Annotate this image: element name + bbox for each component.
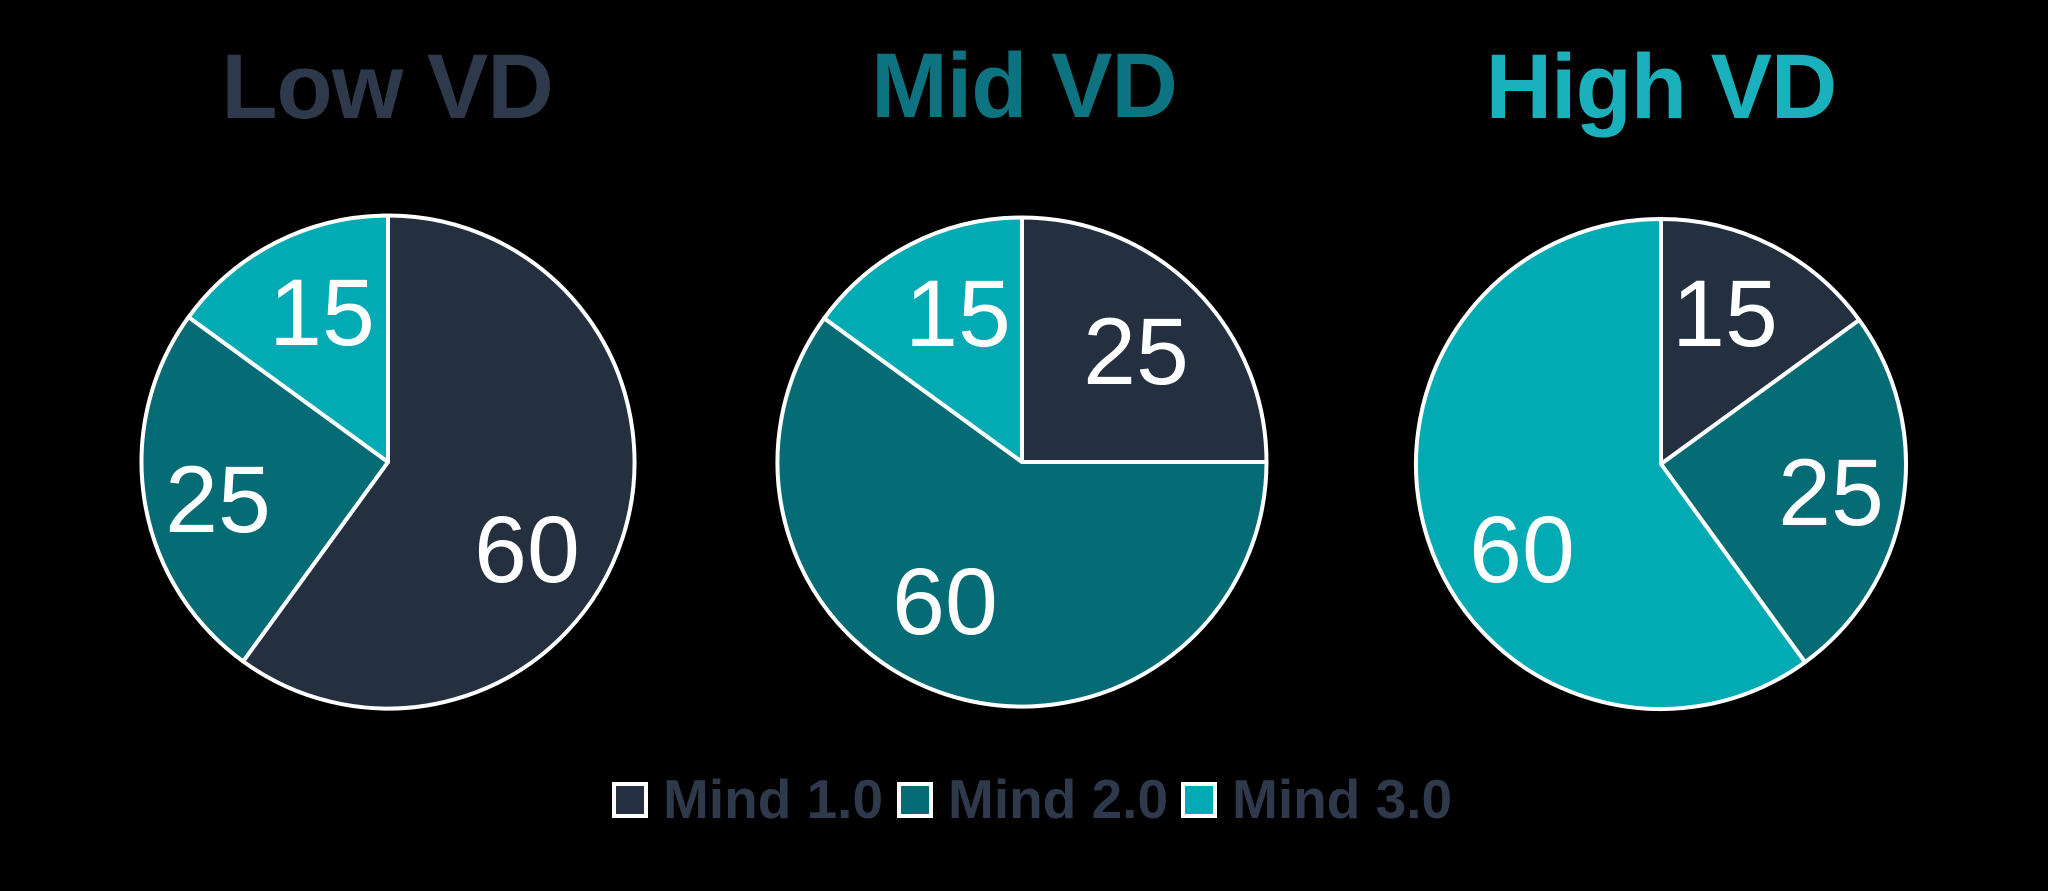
svg-text:25: 25 [1083, 299, 1189, 405]
svg-text:25: 25 [1778, 440, 1884, 546]
svg-text:High VD: High VD [1486, 36, 1837, 138]
svg-text:15: 15 [1672, 261, 1778, 367]
svg-text:25: 25 [165, 447, 271, 553]
svg-text:Mid VD: Mid VD [871, 35, 1177, 137]
svg-text:Low VD: Low VD [221, 36, 552, 138]
svg-text:Mind 2.0: Mind 2.0 [948, 768, 1168, 830]
svg-text:60: 60 [1469, 497, 1575, 603]
svg-text:Mind 1.0: Mind 1.0 [663, 768, 883, 830]
svg-text:60: 60 [892, 549, 998, 655]
svg-text:60: 60 [474, 497, 580, 603]
svg-text:15: 15 [269, 260, 375, 366]
svg-text:15: 15 [905, 261, 1011, 367]
svg-text:Mind 3.0: Mind 3.0 [1232, 768, 1452, 830]
